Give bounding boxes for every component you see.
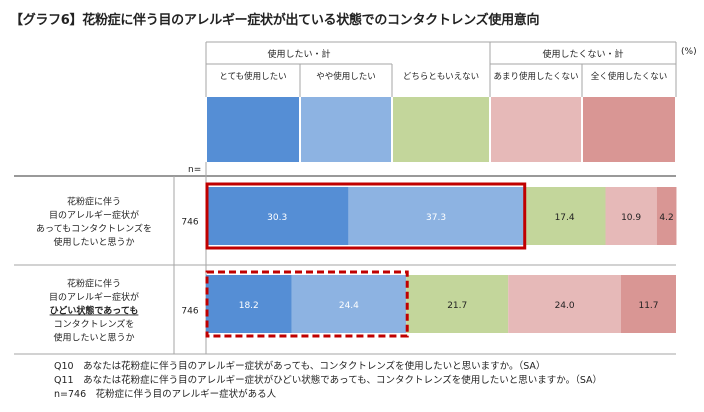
row-label-line: あってもコンタクトレンズを: [36, 222, 152, 234]
row-label-line: 使用したいと思うか: [53, 332, 134, 344]
data-label: 37.3: [426, 213, 446, 223]
row-n-value: 746: [181, 307, 198, 317]
bar-segment: [206, 275, 292, 333]
bar-segment: [605, 187, 657, 245]
data-label: 21.7: [447, 301, 467, 311]
data-label: 17.4: [555, 213, 575, 223]
data-label: 30.3: [267, 213, 287, 223]
bar-segment: [508, 275, 622, 333]
bar-segment: [406, 275, 509, 333]
footnote-q10: Q10 あなたは花粉症に伴う目のアレルギー症状があっても、コンタクトレンズを使用…: [54, 361, 546, 372]
legend-swatch: [207, 97, 299, 162]
row-label-line: 花粉症に伴う: [67, 195, 121, 207]
bar-segment: [291, 275, 407, 333]
bar-segment: [206, 187, 349, 245]
legend-swatch: [301, 97, 391, 162]
row-label-line: 目のアレルギー症状が: [49, 291, 139, 303]
legend-swatch: [583, 97, 675, 162]
group-header-positive: 使用したい・計: [267, 48, 330, 60]
bar-segment: [523, 187, 606, 245]
n-header: n=: [188, 165, 201, 175]
row-label-line: 花粉症に伴う: [67, 278, 121, 290]
row-label-line: コンタクトレンズを: [54, 318, 135, 330]
highlight-frame-dashed: [205, 270, 409, 338]
legend-label: あまり使用したくない: [493, 71, 578, 82]
data-label: 24.4: [339, 301, 359, 311]
footnote-sample: n=746 花粉症に伴う目のアレルギー症状がある人: [54, 389, 277, 400]
data-label: 18.2: [239, 301, 259, 311]
legend-label: 全く使用したくない: [591, 71, 668, 82]
legend-label: どちらともいえない: [403, 72, 479, 82]
data-label: 4.2: [659, 213, 673, 223]
bar-segment: [348, 187, 524, 245]
legend-label: やや使用したい: [316, 71, 376, 82]
unit-label: (%): [681, 47, 697, 57]
row-label-line: 使用したいと思うか: [53, 236, 134, 248]
chart-title: 【グラフ6】花粉症に伴う目のアレルギー症状が出ている状態でのコンタクトレンズ使用…: [10, 13, 540, 28]
legend-swatch: [393, 97, 489, 162]
row-label-line: 目のアレルギー症状が: [49, 209, 139, 221]
group-header-negative: 使用したくない・計: [542, 48, 623, 60]
row-n-value: 746: [181, 218, 198, 228]
data-label: 24.0: [555, 301, 575, 311]
data-label: 11.7: [638, 301, 658, 311]
legend-label: とても使用したい: [219, 71, 286, 82]
footnote-q11: Q11 あなたは花粉症に伴う目のアレルギー症状がひどい状態であっても、コンタクト…: [54, 375, 603, 386]
footnotes: Q10 あなたは花粉症に伴う目のアレルギー症状があっても、コンタクトレンズを使用…: [54, 360, 602, 402]
highlight-frame-solid: [205, 182, 527, 250]
bar-segment: [656, 187, 677, 245]
data-label: 10.9: [621, 213, 641, 223]
row-label-emphasis: ひどい状態であっても: [50, 305, 139, 317]
bar-segment: [621, 275, 676, 333]
legend-swatch: [491, 97, 581, 162]
